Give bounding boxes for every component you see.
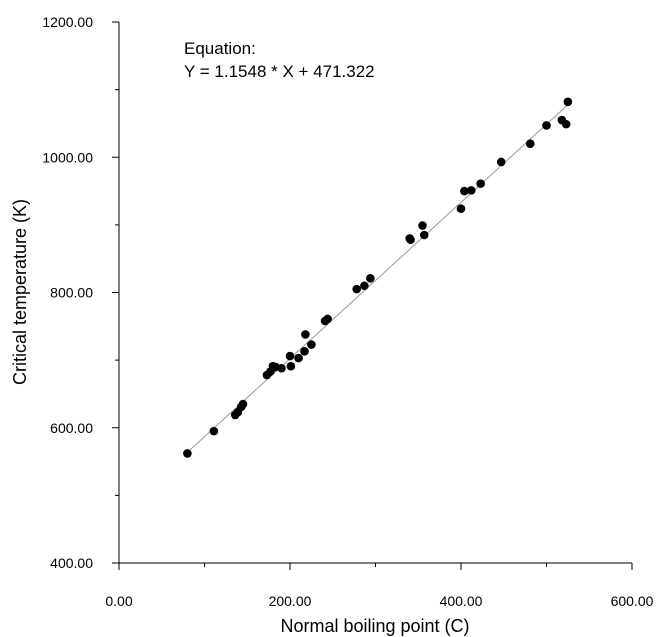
- data-point: [286, 361, 296, 371]
- data-point: [300, 347, 309, 356]
- x-tick-label: 400.00: [440, 593, 483, 609]
- x-tick-label: 0.00: [105, 593, 132, 609]
- x-tick-label: 200.00: [269, 593, 312, 609]
- data-point: [466, 186, 476, 195]
- data-point: [496, 157, 506, 167]
- data-point: [294, 353, 303, 363]
- data-point: [418, 221, 427, 230]
- data-point: [360, 281, 369, 291]
- points-group: [183, 97, 573, 458]
- data-point: [307, 340, 316, 349]
- data-point: [238, 399, 248, 409]
- y-tick-label: 400.00: [50, 555, 93, 571]
- x-tick-label: 600.00: [611, 593, 654, 609]
- data-point: [561, 119, 571, 129]
- y-tick-label: 800.00: [50, 285, 93, 301]
- data-point: [460, 186, 469, 196]
- data-point: [183, 449, 192, 458]
- data-point: [352, 284, 361, 294]
- data-point: [285, 351, 295, 361]
- y-tick-label: 1200.00: [42, 14, 93, 30]
- data-point: [419, 230, 429, 240]
- data-point: [476, 179, 485, 188]
- data-point: [456, 204, 466, 213]
- data-point: [323, 314, 332, 324]
- data-point: [277, 363, 286, 373]
- data-point: [542, 121, 551, 130]
- data-point: [525, 139, 535, 149]
- y-tick-label: 600.00: [50, 420, 93, 436]
- data-point: [301, 330, 310, 339]
- ticks-group: 400.00 600.00 800.00 1000.00 1200.00 0.00 200.…: [42, 14, 653, 609]
- data-point: [209, 426, 219, 436]
- equation-formula: Y = 1.1548 * X + 471.322: [184, 62, 375, 81]
- x-axis-title: Normal boiling point (C): [280, 616, 469, 636]
- y-tick-label: 1000.00: [42, 149, 93, 165]
- equation-label: Equation:: [184, 39, 256, 58]
- data-point: [366, 273, 375, 283]
- data-point: [406, 235, 415, 245]
- axes-group: [118, 22, 632, 564]
- y-axis-title: Critical temperature (K): [10, 199, 30, 385]
- data-point: [563, 97, 573, 107]
